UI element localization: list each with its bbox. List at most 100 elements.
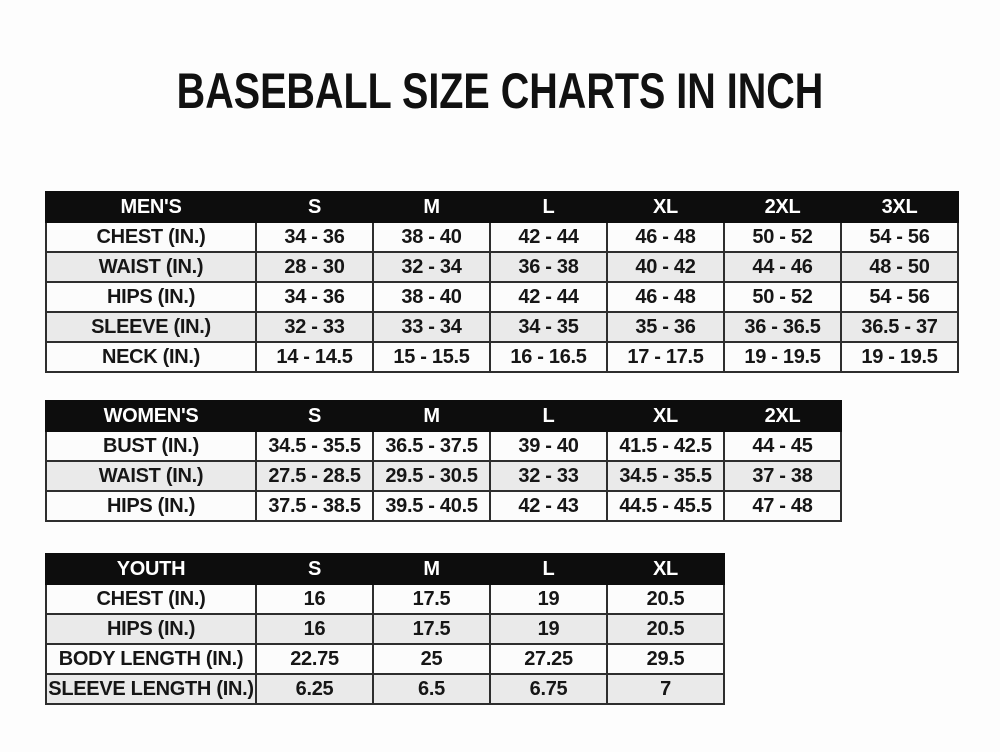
measurement-label-cell: BODY LENGTH (IN.) (45, 643, 257, 675)
size-column-header: XL (606, 553, 725, 585)
measurement-label-cell: WAIST (IN.) (45, 460, 257, 492)
size-value-cell: 17.5 (372, 613, 491, 645)
size-column-header: S (255, 400, 374, 432)
size-value-cell: 36 - 36.5 (723, 311, 842, 343)
size-value-cell: 34.5 - 35.5 (606, 460, 725, 492)
measurement-label-cell: HIPS (IN.) (45, 490, 257, 522)
size-value-cell: 42 - 44 (489, 221, 608, 253)
table-row: BODY LENGTH (IN.) 22.75 25 27.25 29.5 (45, 643, 725, 675)
size-column-header: M (372, 191, 491, 223)
measurement-label-cell: BUST (IN.) (45, 430, 257, 462)
size-value-cell: 17.5 (372, 583, 491, 615)
size-column-header: L (489, 553, 608, 585)
size-value-cell: 22.75 (255, 643, 374, 675)
size-value-cell: 44 - 45 (723, 430, 842, 462)
size-value-cell: 27.25 (489, 643, 608, 675)
measurement-label-cell: SLEEVE (IN.) (45, 311, 257, 343)
size-value-cell: 37 - 38 (723, 460, 842, 492)
size-column-header: M (372, 553, 491, 585)
size-value-cell: 48 - 50 (840, 251, 959, 283)
table-row: CHEST (IN.) 16 17.5 19 20.5 (45, 583, 725, 615)
size-column-header: XL (606, 400, 725, 432)
table-row: HIPS (IN.) 16 17.5 19 20.5 (45, 613, 725, 645)
size-value-cell: 34 - 35 (489, 311, 608, 343)
size-value-cell: 29.5 (606, 643, 725, 675)
size-value-cell: 38 - 40 (372, 281, 491, 313)
measurement-label-cell: NECK (IN.) (45, 341, 257, 373)
size-table-womens: WOMEN'S S M L XL 2XL BUST (IN.) 34.5 - 35.5 36.5… (45, 400, 842, 522)
table-header-row: YOUTH S M L XL (45, 553, 725, 585)
table-row: HIPS (IN.) 34 - 36 38 - 40 42 - 44 46 - 48 50… (45, 281, 959, 313)
size-value-cell: 42 - 44 (489, 281, 608, 313)
measurement-label-cell: SLEEVE LENGTH (IN.) (45, 673, 257, 705)
size-value-cell: 6.75 (489, 673, 608, 705)
size-value-cell: 33 - 34 (372, 311, 491, 343)
size-value-cell: 50 - 52 (723, 221, 842, 253)
size-value-cell: 42 - 43 (489, 490, 608, 522)
size-value-cell: 15 - 15.5 (372, 341, 491, 373)
size-value-cell: 20.5 (606, 583, 725, 615)
size-value-cell: 35 - 36 (606, 311, 725, 343)
size-value-cell: 46 - 48 (606, 281, 725, 313)
size-column-header: 2XL (723, 400, 842, 432)
size-value-cell: 39.5 - 40.5 (372, 490, 491, 522)
table-row: SLEEVE (IN.) 32 - 33 33 - 34 34 - 35 35 - 36… (45, 311, 959, 343)
size-value-cell: 32 - 33 (489, 460, 608, 492)
table-title-cell: YOUTH (45, 553, 257, 585)
size-value-cell: 44 - 46 (723, 251, 842, 283)
size-value-cell: 6.5 (372, 673, 491, 705)
size-value-cell: 16 (255, 583, 374, 615)
size-table-youth: YOUTH S M L XL CHEST (IN.) 16 17.5 19 20.5 HIPS (I… (45, 553, 725, 705)
table-header-row: WOMEN'S S M L XL 2XL (45, 400, 842, 432)
size-value-cell: 54 - 56 (840, 281, 959, 313)
size-column-header: XL (606, 191, 725, 223)
table-row: HIPS (IN.) 37.5 - 38.5 39.5 - 40.5 42 - 43 4… (45, 490, 842, 522)
size-value-cell: 6.25 (255, 673, 374, 705)
size-value-cell: 32 - 34 (372, 251, 491, 283)
size-value-cell: 32 - 33 (255, 311, 374, 343)
size-value-cell: 38 - 40 (372, 221, 491, 253)
measurement-label-cell: CHEST (IN.) (45, 221, 257, 253)
size-value-cell: 39 - 40 (489, 430, 608, 462)
size-value-cell: 14 - 14.5 (255, 341, 374, 373)
size-value-cell: 19 - 19.5 (723, 341, 842, 373)
measurement-label-cell: HIPS (IN.) (45, 613, 257, 645)
size-value-cell: 34 - 36 (255, 281, 374, 313)
size-value-cell: 20.5 (606, 613, 725, 645)
size-value-cell: 40 - 42 (606, 251, 725, 283)
size-value-cell: 19 - 19.5 (840, 341, 959, 373)
size-value-cell: 41.5 - 42.5 (606, 430, 725, 462)
table-row: BUST (IN.) 34.5 - 35.5 36.5 - 37.5 39 - 40 4… (45, 430, 842, 462)
size-value-cell: 37.5 - 38.5 (255, 490, 374, 522)
size-value-cell: 50 - 52 (723, 281, 842, 313)
size-column-header: M (372, 400, 491, 432)
table-row: NECK (IN.) 14 - 14.5 15 - 15.5 16 - 16.5 17 … (45, 341, 959, 373)
size-value-cell: 34.5 - 35.5 (255, 430, 374, 462)
size-value-cell: 17 - 17.5 (606, 341, 725, 373)
table-row: CHEST (IN.) 34 - 36 38 - 40 42 - 44 46 - 48 5… (45, 221, 959, 253)
size-value-cell: 36 - 38 (489, 251, 608, 283)
size-value-cell: 19 (489, 613, 608, 645)
table-title-cell: MEN'S (45, 191, 257, 223)
measurement-label-cell: WAIST (IN.) (45, 251, 257, 283)
size-column-header: 3XL (840, 191, 959, 223)
size-column-header: 2XL (723, 191, 842, 223)
size-value-cell: 29.5 - 30.5 (372, 460, 491, 492)
size-column-header: S (255, 191, 374, 223)
table-row: WAIST (IN.) 27.5 - 28.5 29.5 - 30.5 32 - 33… (45, 460, 842, 492)
size-value-cell: 54 - 56 (840, 221, 959, 253)
size-column-header: L (489, 400, 608, 432)
size-value-cell: 16 (255, 613, 374, 645)
size-value-cell: 19 (489, 583, 608, 615)
table-title-cell: WOMEN'S (45, 400, 257, 432)
size-value-cell: 7 (606, 673, 725, 705)
size-value-cell: 27.5 - 28.5 (255, 460, 374, 492)
size-table-mens: MEN'S S M L XL 2XL 3XL CHEST (IN.) 34 - 36 38 - 4… (45, 191, 959, 373)
table-row: WAIST (IN.) 28 - 30 32 - 34 36 - 38 40 - 42 4… (45, 251, 959, 283)
size-value-cell: 34 - 36 (255, 221, 374, 253)
page-title: BASEBALL SIZE CHARTS IN INCH (176, 63, 824, 119)
size-value-cell: 36.5 - 37 (840, 311, 959, 343)
size-column-header: L (489, 191, 608, 223)
size-value-cell: 16 - 16.5 (489, 341, 608, 373)
size-value-cell: 44.5 - 45.5 (606, 490, 725, 522)
